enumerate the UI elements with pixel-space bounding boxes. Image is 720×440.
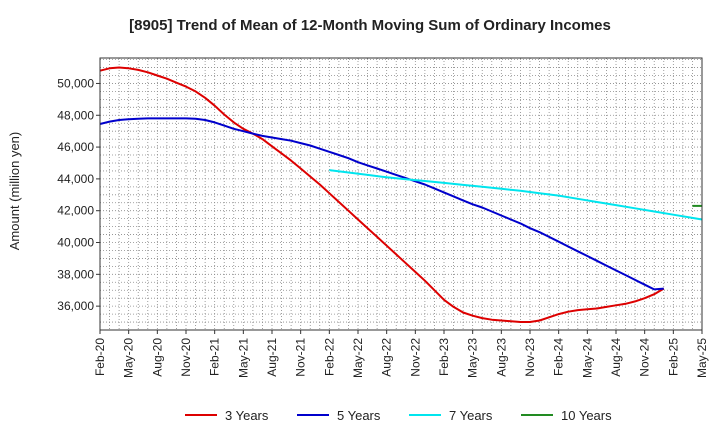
series-layer bbox=[99, 66, 703, 323]
y-tick-label: 38,000 bbox=[57, 267, 94, 281]
x-tick-label: Nov-20 bbox=[179, 338, 193, 377]
y-tick-label: 50,000 bbox=[57, 76, 94, 90]
legend-label: 3 Years bbox=[225, 408, 269, 423]
x-tick-label: May-22 bbox=[351, 338, 365, 378]
x-tick-label: Nov-24 bbox=[638, 338, 652, 377]
x-tick-label: Nov-23 bbox=[523, 338, 537, 377]
x-tick-label: Aug-24 bbox=[609, 338, 623, 377]
legend-label: 7 Years bbox=[449, 408, 493, 423]
legend-label: 10 Years bbox=[561, 408, 612, 423]
axes: 36,000 38,000 40,000 42,000 44,000 46,000 48,0… bbox=[57, 57, 709, 378]
y-tick-label: 46,000 bbox=[57, 140, 94, 154]
x-tick-label: Aug-23 bbox=[494, 338, 508, 377]
x-tick-label: May-21 bbox=[236, 338, 250, 378]
x-tick-label: Feb-22 bbox=[322, 338, 336, 376]
y-tick-label: 40,000 bbox=[57, 236, 94, 250]
series-line-7-years bbox=[329, 169, 703, 221]
legend-item-7-years: 7 Years bbox=[409, 408, 493, 423]
y-tick-label: 44,000 bbox=[57, 172, 94, 186]
y-axis-label: Amount (million yen) bbox=[7, 132, 22, 251]
x-tick-label: May-25 bbox=[695, 338, 709, 378]
plot-area bbox=[100, 58, 702, 330]
series-line-5-years bbox=[99, 117, 664, 291]
y-tick-label: 42,000 bbox=[57, 204, 94, 218]
legend: 3 Years 5 Years 7 Years 10 Years bbox=[185, 408, 612, 423]
series-line-3-years bbox=[99, 66, 665, 323]
x-tick-label: Aug-22 bbox=[380, 338, 394, 377]
x-tick-label: Nov-21 bbox=[294, 338, 308, 377]
grid bbox=[99, 58, 703, 331]
x-tick-label: Feb-21 bbox=[208, 338, 222, 376]
plot-background bbox=[100, 58, 702, 330]
chart-title: [8905] Trend of Mean of 12-Month Moving … bbox=[129, 17, 611, 34]
x-tick-label: Aug-20 bbox=[150, 338, 164, 377]
x-tick-label: Feb-24 bbox=[552, 338, 566, 376]
x-tick-label: Aug-21 bbox=[265, 338, 279, 377]
x-tick-label: Feb-25 bbox=[666, 338, 680, 376]
x-tick-label: Feb-23 bbox=[437, 338, 451, 376]
legend-item-10-years: 10 Years bbox=[521, 408, 612, 423]
x-tick-label: Feb-20 bbox=[93, 338, 107, 376]
legend-label: 5 Years bbox=[337, 408, 381, 423]
x-tick-label: May-23 bbox=[466, 338, 480, 378]
x-tick-label: May-20 bbox=[122, 338, 136, 378]
legend-item-5-years: 5 Years bbox=[297, 408, 381, 423]
legend-item-3-years: 3 Years bbox=[185, 408, 269, 423]
y-tick-label: 36,000 bbox=[57, 299, 94, 313]
x-tick-label: May-24 bbox=[580, 338, 594, 378]
y-tick-label: 48,000 bbox=[57, 108, 94, 122]
x-tick-label: Nov-22 bbox=[408, 338, 422, 377]
plot-border bbox=[99, 57, 703, 331]
